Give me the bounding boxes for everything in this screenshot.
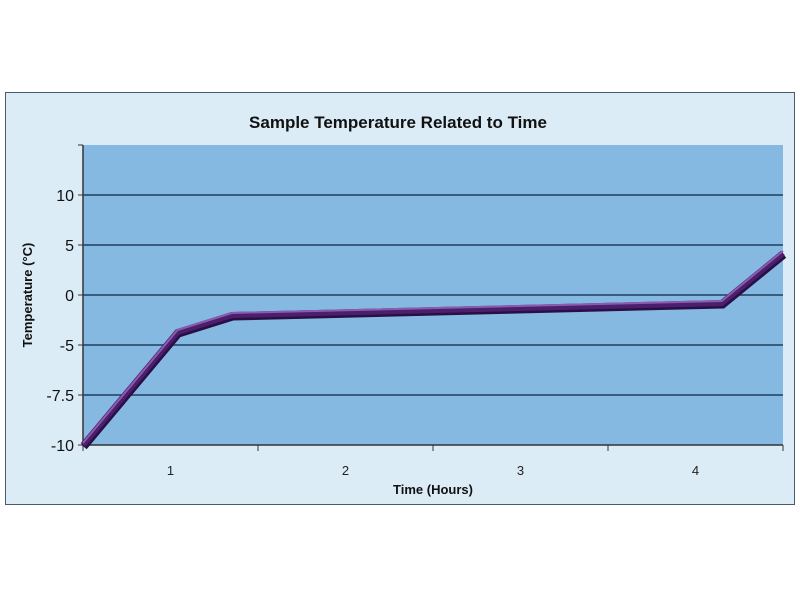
y-tick-label: 0 bbox=[65, 288, 74, 305]
y-tick-label: -5 bbox=[60, 338, 74, 355]
x-tick-label: 2 bbox=[342, 463, 349, 478]
x-tick-label: 4 bbox=[692, 463, 699, 478]
series-line-highlight bbox=[82, 250, 784, 444]
x-axis-label: Time (Hours) bbox=[393, 482, 473, 497]
x-tick-label: 1 bbox=[167, 463, 174, 478]
y-tick-label: 5 bbox=[65, 238, 74, 255]
chart-title: Sample Temperature Related to Time bbox=[249, 113, 547, 132]
y-tick-label: -7.5 bbox=[46, 388, 74, 405]
x-tick-label: 3 bbox=[517, 463, 524, 478]
y-tick-label: 10 bbox=[56, 188, 74, 205]
y-tick-label: -10 bbox=[51, 438, 74, 455]
y-axis-label: Temperature (°C) bbox=[20, 243, 35, 348]
